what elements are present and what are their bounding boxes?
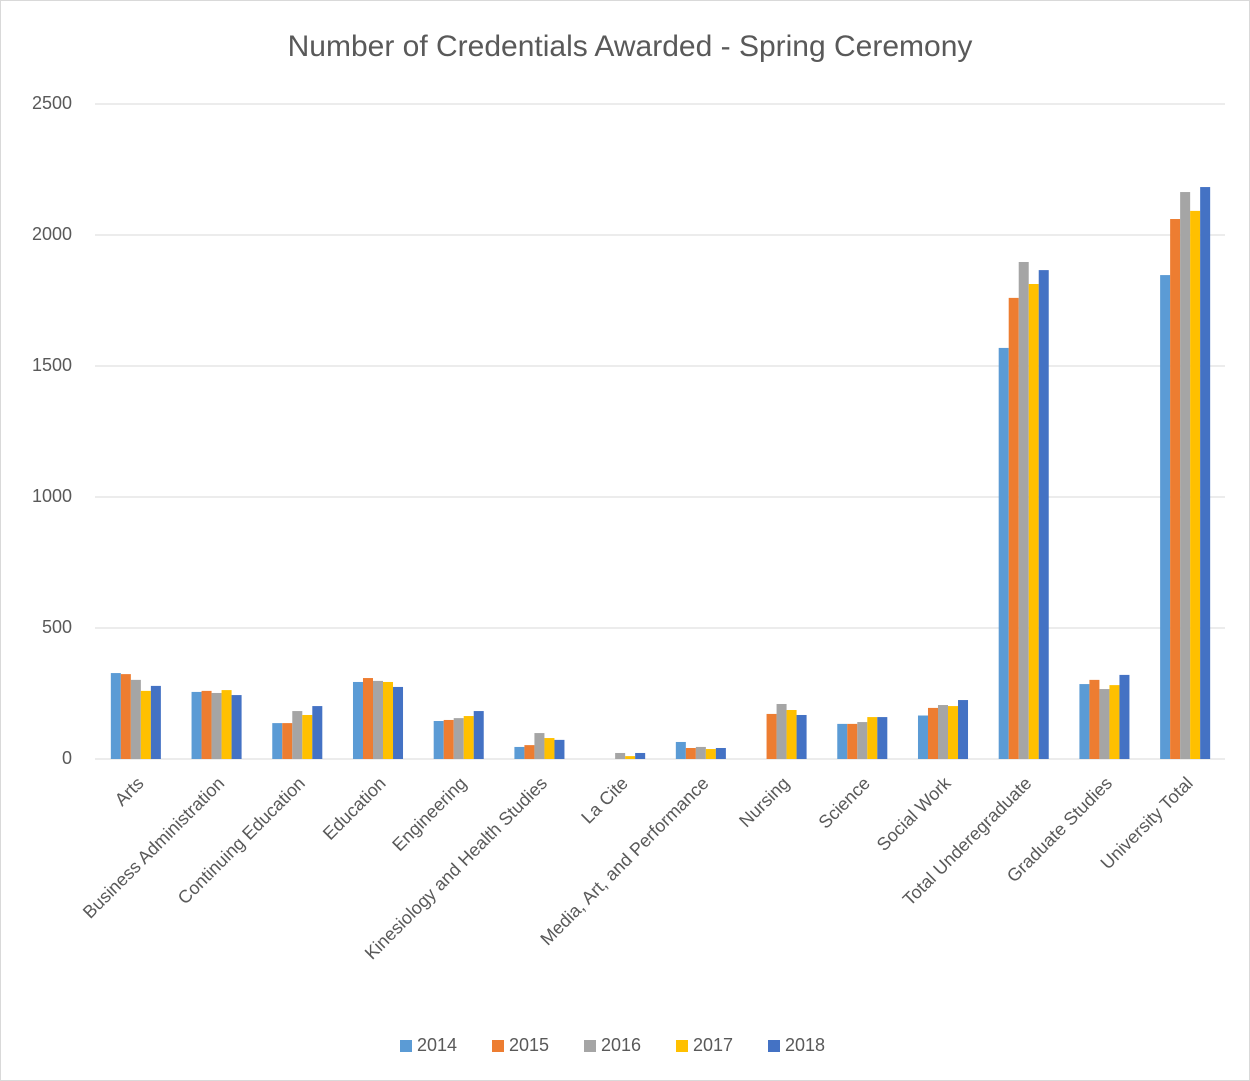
legend-label: 2016 [601, 1035, 641, 1055]
y-tick-label: 500 [42, 617, 72, 637]
bar [1008, 297, 1019, 759]
bar [998, 347, 1009, 759]
bar [433, 721, 444, 759]
y-tick-label: 2500 [32, 93, 72, 113]
bar [625, 756, 636, 759]
bar [231, 695, 242, 759]
bar [463, 716, 474, 759]
bar [1038, 270, 1049, 759]
legend-swatch [492, 1040, 504, 1052]
bar [1089, 679, 1100, 759]
legend-swatch [400, 1040, 412, 1052]
bar [1109, 685, 1120, 759]
bar [352, 681, 363, 759]
bar [1160, 275, 1171, 759]
bar [877, 717, 888, 759]
bar [302, 714, 313, 759]
bar [372, 680, 384, 759]
bar [927, 707, 938, 759]
legend-label: 2018 [785, 1035, 825, 1055]
legend-swatch [768, 1040, 780, 1052]
legend-swatch [584, 1040, 596, 1052]
bar [635, 752, 646, 759]
bar [1170, 219, 1181, 759]
bar [453, 718, 464, 759]
bar [534, 733, 545, 759]
bar [685, 747, 696, 759]
bar [847, 723, 858, 759]
bar [1079, 684, 1090, 759]
y-tick-label: 2000 [32, 224, 72, 244]
bar [282, 723, 293, 759]
bar [473, 711, 484, 759]
bar [705, 749, 716, 759]
bar [130, 679, 141, 759]
bar [443, 719, 454, 759]
bar [1190, 210, 1201, 759]
bar [776, 703, 787, 759]
bar [948, 706, 959, 759]
bar [201, 690, 212, 759]
bar [1099, 689, 1110, 759]
bar [272, 723, 283, 759]
bar [211, 692, 222, 759]
bar [837, 723, 848, 759]
bar [766, 713, 777, 759]
bar [292, 711, 303, 759]
bar [1200, 187, 1211, 759]
bar [715, 747, 726, 759]
bar [554, 739, 565, 759]
bar [1119, 674, 1130, 759]
bar [958, 700, 969, 759]
bar [1028, 283, 1039, 759]
bar [615, 752, 626, 759]
bar [221, 690, 232, 759]
bar [150, 685, 161, 759]
bar [362, 678, 373, 759]
bar [140, 690, 151, 759]
legend-swatch [676, 1040, 688, 1052]
bar [514, 746, 525, 759]
bar [191, 691, 202, 759]
y-tick-label: 1000 [32, 486, 72, 506]
bar [1018, 261, 1029, 759]
bar [120, 674, 131, 759]
bar [917, 715, 928, 759]
bar [857, 722, 868, 759]
legend-label: 2014 [417, 1035, 457, 1055]
bar [544, 738, 555, 759]
bar [937, 705, 949, 759]
y-tick-label: 0 [62, 748, 72, 768]
bar [312, 706, 323, 759]
bar [786, 710, 797, 759]
bar [695, 746, 706, 759]
legend-label: 2015 [509, 1035, 549, 1055]
bar [796, 714, 807, 759]
y-tick-label: 1500 [32, 355, 72, 375]
legend-label: 2017 [693, 1035, 733, 1055]
bar [524, 745, 535, 759]
bar [393, 686, 404, 759]
bar [1180, 192, 1191, 760]
bar [383, 681, 394, 759]
bar [110, 673, 121, 759]
bar [867, 717, 878, 759]
chart-title: Number of Credentials Awarded - Spring C… [288, 30, 973, 63]
bar [675, 741, 686, 759]
